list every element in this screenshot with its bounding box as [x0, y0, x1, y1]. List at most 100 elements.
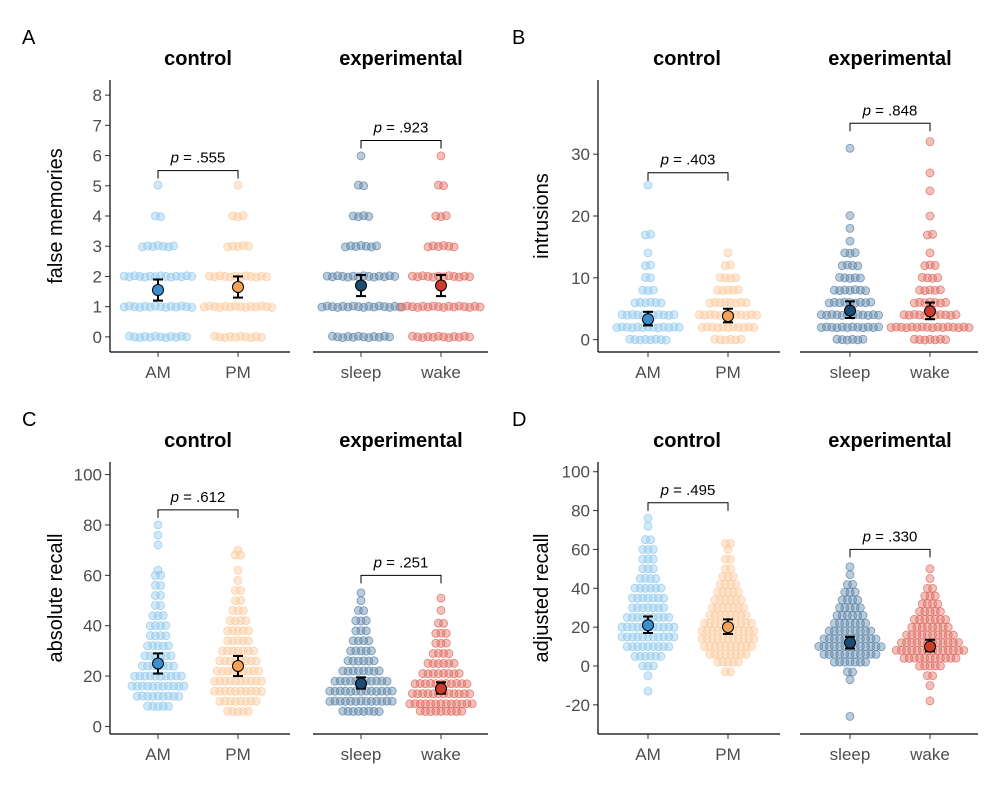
data-point: [646, 260, 655, 270]
data-point: [454, 669, 464, 678]
points-PM: [697, 539, 759, 677]
data-point: [187, 302, 197, 312]
data-point: [233, 565, 243, 575]
data-point: [749, 323, 759, 332]
data-point: [454, 332, 464, 342]
data-point: [656, 583, 666, 593]
data-point: [156, 212, 166, 222]
significance-bracket: [849, 122, 931, 132]
data-point: [343, 302, 353, 312]
data-point: [656, 652, 666, 661]
data-point: [251, 656, 261, 666]
data-point: [648, 554, 658, 564]
x-tick-label: AM: [635, 363, 661, 382]
data-point: [223, 242, 233, 252]
data-point: [374, 707, 384, 716]
data-point: [243, 626, 253, 636]
data-point: [364, 211, 374, 221]
data-point: [964, 323, 974, 332]
data-point: [230, 332, 240, 342]
data-point: [930, 261, 940, 270]
panel-letter: B: [512, 27, 525, 49]
data-point: [153, 530, 163, 540]
p-value-label: p = .403: [660, 152, 716, 169]
data-point: [353, 212, 363, 222]
data-point: [661, 335, 671, 345]
y-tick-label: 100: [74, 466, 102, 485]
data-point: [153, 520, 163, 530]
x-tick-label: sleep: [341, 745, 382, 764]
x-tick-label: sleep: [341, 363, 382, 382]
y-tick-label: 40: [83, 617, 102, 636]
data-point: [182, 332, 192, 342]
data-point: [656, 298, 666, 308]
facet-experimental: experimental sleep wake p = .923: [313, 48, 488, 382]
data-point: [747, 642, 756, 651]
panel-letter: D: [512, 409, 526, 431]
data-point: [936, 285, 945, 295]
data-point: [925, 137, 935, 147]
data-point: [659, 593, 668, 603]
data-point: [374, 666, 384, 676]
x-tick-label: AM: [145, 745, 171, 764]
mean-point: [435, 682, 447, 695]
p-value-label: p = .848: [862, 102, 918, 119]
data-point: [233, 212, 243, 222]
data-point: [749, 626, 759, 636]
data-point: [936, 607, 945, 617]
data-point: [664, 642, 674, 652]
x-tick-label: wake: [909, 745, 950, 764]
points-wake: [891, 564, 969, 706]
significance-bracket: [849, 548, 931, 558]
points-wake: [886, 137, 974, 345]
data-point: [646, 229, 655, 239]
data-point: [925, 564, 935, 574]
data-point: [861, 286, 870, 296]
y-tick-label: 5: [93, 177, 102, 196]
points-AM: [119, 180, 197, 342]
y-axis-label: absolute recall: [45, 534, 67, 663]
x-tick-label: AM: [635, 745, 661, 764]
data-point: [423, 302, 433, 312]
data-point: [428, 332, 438, 342]
data-point: [163, 641, 173, 651]
data-point: [148, 242, 158, 251]
data-point: [233, 180, 243, 190]
data-point: [267, 302, 277, 312]
data-point: [848, 667, 857, 677]
data-point: [243, 241, 253, 251]
data-point: [251, 696, 261, 706]
p-value-label: p = .495: [660, 482, 716, 499]
data-point: [215, 302, 225, 312]
data-point: [356, 588, 366, 598]
data-point: [643, 513, 653, 523]
y-axis-label: false memories: [45, 148, 67, 284]
facet-title: control: [164, 430, 232, 452]
mean-point: [722, 621, 734, 634]
data-point: [659, 603, 668, 613]
y-tick-label: 20: [571, 207, 590, 226]
data-point: [726, 554, 735, 564]
data-point: [741, 610, 751, 620]
significance-bracket: [647, 172, 729, 181]
x-tick-label: wake: [420, 745, 461, 764]
data-point: [439, 618, 449, 628]
data-point: [233, 576, 243, 585]
data-point: [256, 686, 266, 696]
data-point: [752, 310, 761, 320]
data-point: [379, 272, 389, 282]
significance-bracket: [157, 509, 239, 518]
data-point: [251, 272, 261, 282]
data-point: [413, 272, 423, 282]
data-point: [664, 613, 674, 622]
data-point: [651, 574, 661, 584]
y-tick-label: 0: [93, 717, 102, 736]
data-point: [340, 242, 350, 252]
data-point: [366, 242, 376, 252]
x-tick-label: sleep: [830, 363, 871, 382]
data-point: [736, 334, 746, 344]
data-point: [467, 699, 477, 709]
facet-experimental: experimental sleep wake p = .848: [800, 48, 978, 382]
